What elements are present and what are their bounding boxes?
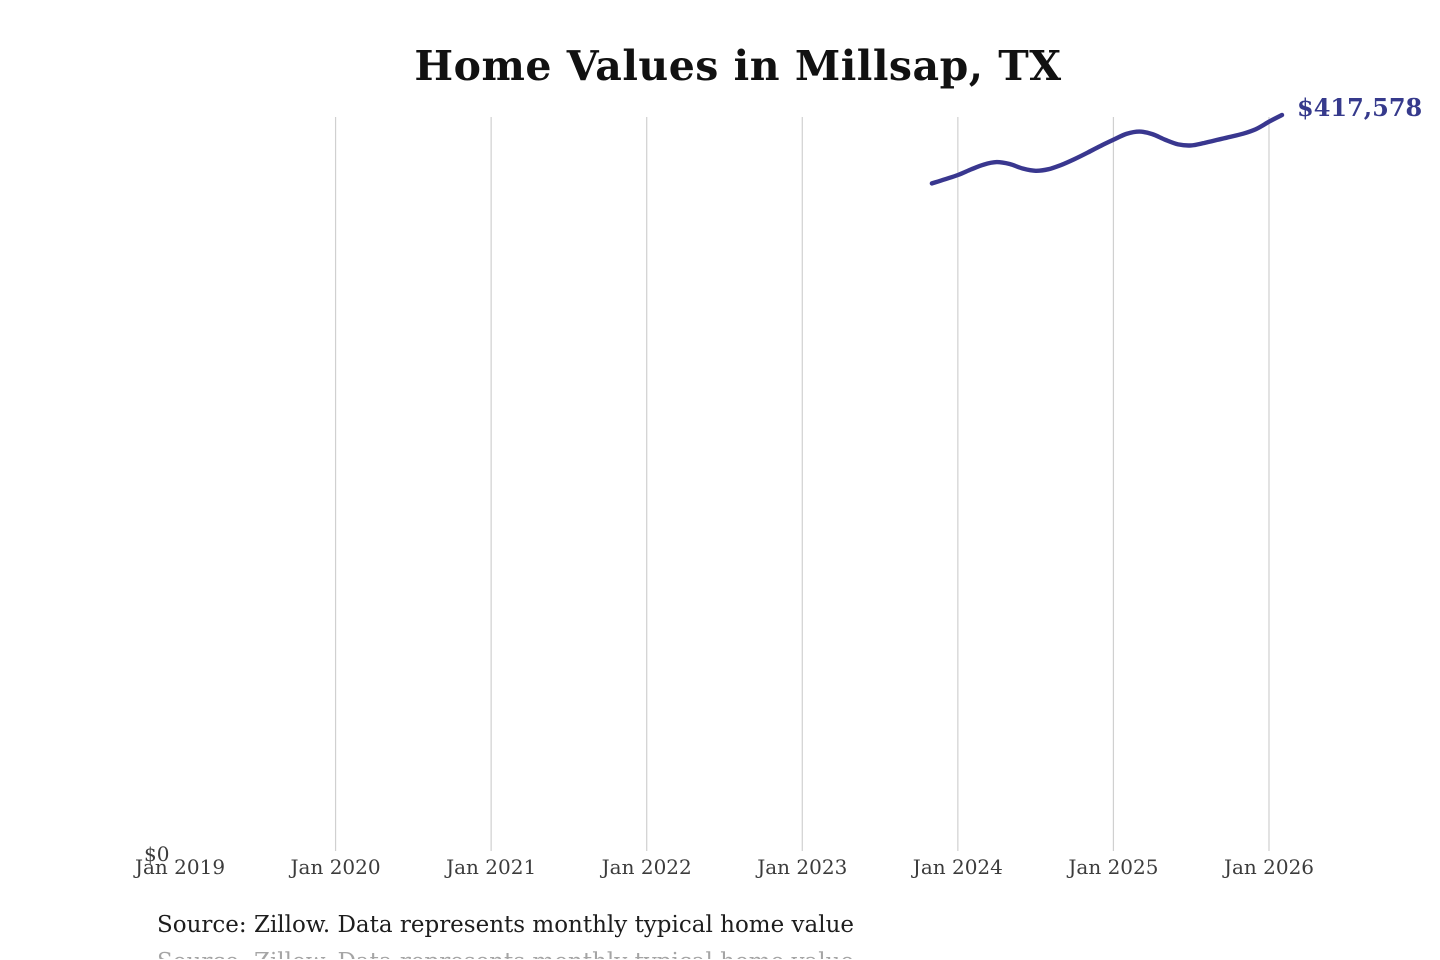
- x-tick-label: Jan 2025: [1068, 855, 1159, 879]
- x-tick-label: Jan 2024: [912, 855, 1003, 879]
- x-tick-label: Jan 2020: [290, 855, 381, 879]
- x-tick-label: Jan 2026: [1223, 855, 1315, 879]
- x-tick-label: Jan 2023: [757, 855, 848, 879]
- source-note: Source: Zillow. Data represents monthly …: [157, 912, 855, 938]
- home-value-line: [929, 112, 1285, 186]
- x-tick-label: Jan 2019: [134, 855, 226, 879]
- x-tick-label: Jan 2021: [446, 855, 537, 879]
- x-tick-label: Jan 2022: [601, 855, 692, 879]
- cropped-footnote-line: Source: Zillow. Data represents monthly …: [157, 949, 854, 959]
- y-axis-zero-label: $0: [144, 842, 170, 866]
- chart-title: Home Values in Millsap, TX: [414, 42, 1062, 90]
- last-value-annotation: $417,578: [1297, 93, 1423, 122]
